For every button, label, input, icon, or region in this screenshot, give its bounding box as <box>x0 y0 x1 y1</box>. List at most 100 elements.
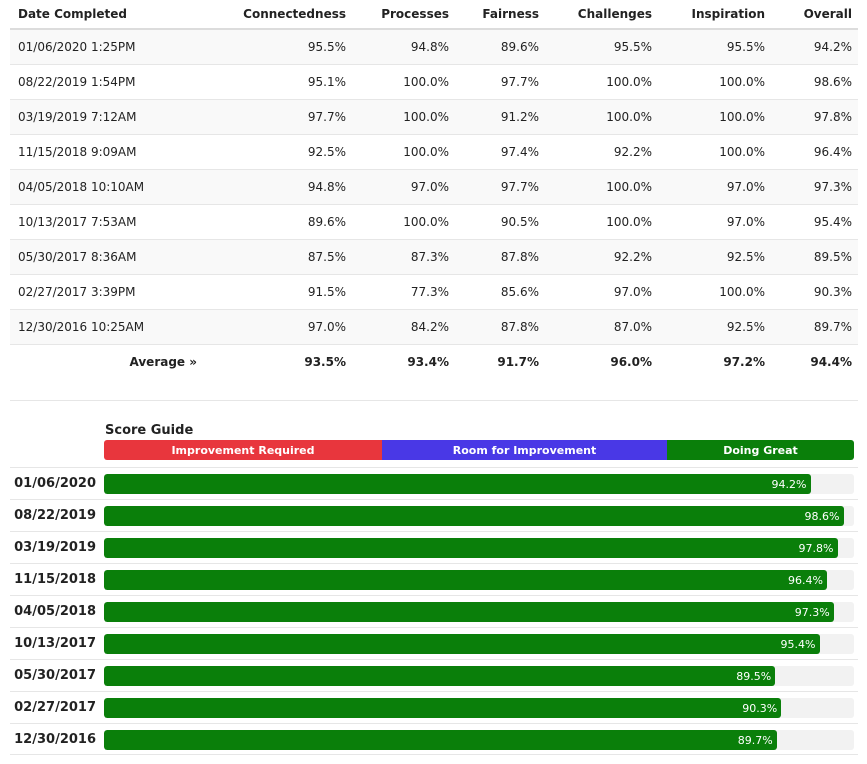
results-table-body: 01/06/2020 1:25PM 95.5% 94.8% 89.6% 95.5% 95.… <box>10 29 858 345</box>
cell-processes: 84.2% <box>352 309 455 345</box>
table-row: 12/30/2016 10:25AM 97.0% 84.2% 87.8% 87.0% 92… <box>10 309 858 345</box>
average-fairness: 91.7% <box>455 344 545 379</box>
score-bar-date: 04/05/2018 <box>14 604 96 619</box>
cell-overall: 97.3% <box>771 169 858 205</box>
results-table: Date Completed Connectedness Processes F… <box>10 0 858 379</box>
score-guide-improvement-required: Improvement Required <box>104 440 382 460</box>
table-row: 01/06/2020 1:25PM 95.5% 94.8% 89.6% 95.5% 95.… <box>10 29 858 65</box>
score-bar-track: 89.5% <box>104 666 854 686</box>
score-guide-legend: Improvement Required Room for Improvemen… <box>104 440 854 460</box>
cell-overall: 90.3% <box>771 274 858 310</box>
cell-inspiration: 100.0% <box>658 134 771 170</box>
average-challenges: 96.0% <box>545 344 658 379</box>
cell-fairness: 89.6% <box>455 29 545 65</box>
cell-fairness: 97.7% <box>455 64 545 100</box>
score-bars: 01/06/2020 94.2% 08/22/2019 98.6% 03/19/2019… <box>10 467 858 755</box>
score-bar-date: 12/30/2016 <box>14 732 96 747</box>
cell-connectedness: 89.6% <box>215 204 352 240</box>
table-row: 02/27/2017 3:39PM 91.5% 77.3% 85.6% 97.0% 100… <box>10 274 858 310</box>
score-guide-doing-great: Doing Great <box>667 440 854 460</box>
score-bar-track: 95.4% <box>104 634 854 654</box>
cell-inspiration: 95.5% <box>658 29 771 65</box>
cell-challenges: 97.0% <box>545 274 658 310</box>
score-bar-fill: 98.6% <box>104 506 844 526</box>
average-inspiration: 97.2% <box>658 344 771 379</box>
cell-processes: 94.8% <box>352 29 455 65</box>
score-bar-date: 10/13/2017 <box>14 636 96 651</box>
cell-connectedness: 92.5% <box>215 134 352 170</box>
cell-challenges: 100.0% <box>545 99 658 135</box>
column-header-date[interactable]: Date Completed <box>10 0 215 30</box>
results-table-container: Date Completed Connectedness Processes F… <box>10 0 858 379</box>
cell-connectedness: 97.7% <box>215 99 352 135</box>
cell-date: 08/22/2019 1:54PM <box>10 64 215 100</box>
score-bar-track: 97.3% <box>104 602 854 622</box>
cell-fairness: 87.8% <box>455 309 545 345</box>
cell-challenges: 100.0% <box>545 169 658 205</box>
column-header-challenges[interactable]: Challenges <box>545 0 658 30</box>
column-header-connectedness[interactable]: Connectedness <box>215 0 352 30</box>
cell-date: 12/30/2016 10:25AM <box>10 309 215 345</box>
cell-challenges: 100.0% <box>545 64 658 100</box>
score-bar-track: 96.4% <box>104 570 854 590</box>
score-bar-date: 08/22/2019 <box>14 508 96 523</box>
score-bar-fill: 94.2% <box>104 474 811 494</box>
cell-fairness: 87.8% <box>455 239 545 275</box>
score-bar-track: 94.2% <box>104 474 854 494</box>
score-guide-title: Score Guide <box>105 423 194 438</box>
cell-connectedness: 95.1% <box>215 64 352 100</box>
cell-inspiration: 100.0% <box>658 64 771 100</box>
score-bar-row: 04/05/2018 97.3% <box>10 595 858 627</box>
cell-overall: 89.7% <box>771 309 858 345</box>
table-row: 11/15/2018 9:09AM 92.5% 100.0% 97.4% 92.2% 10… <box>10 134 858 170</box>
cell-processes: 100.0% <box>352 134 455 170</box>
score-bar-date: 01/06/2020 <box>14 476 96 491</box>
cell-challenges: 95.5% <box>545 29 658 65</box>
average-row: Average » 93.5% 93.4% 91.7% 96.0% 97.2% … <box>10 344 858 379</box>
cell-inspiration: 97.0% <box>658 169 771 205</box>
score-bar-row: 12/30/2016 89.7% <box>10 723 858 755</box>
score-bar-row: 10/13/2017 95.4% <box>10 627 858 659</box>
section-divider <box>10 400 858 401</box>
cell-challenges: 87.0% <box>545 309 658 345</box>
score-bar-track: 90.3% <box>104 698 854 718</box>
score-bar-row: 01/06/2020 94.2% <box>10 467 858 499</box>
cell-date: 02/27/2017 3:39PM <box>10 274 215 310</box>
average-label: Average » <box>10 344 215 379</box>
score-bar-fill: 89.5% <box>104 666 776 686</box>
column-header-processes[interactable]: Processes <box>352 0 455 30</box>
cell-overall: 97.8% <box>771 99 858 135</box>
cell-connectedness: 94.8% <box>215 169 352 205</box>
score-bar-row: 03/19/2019 97.8% <box>10 531 858 563</box>
column-header-inspiration[interactable]: Inspiration <box>658 0 771 30</box>
results-header-row: Date Completed Connectedness Processes F… <box>10 0 858 30</box>
score-bar-track: 98.6% <box>104 506 854 526</box>
cell-connectedness: 91.5% <box>215 274 352 310</box>
cell-connectedness: 87.5% <box>215 239 352 275</box>
score-bar-date: 11/15/2018 <box>14 572 96 587</box>
table-row: 05/30/2017 8:36AM 87.5% 87.3% 87.8% 92.2% 92.… <box>10 239 858 275</box>
table-row: 04/05/2018 10:10AM 94.8% 97.0% 97.7% 100.0% 9… <box>10 169 858 205</box>
column-header-overall[interactable]: Overall <box>771 0 858 30</box>
cell-processes: 97.0% <box>352 169 455 205</box>
cell-processes: 100.0% <box>352 64 455 100</box>
cell-fairness: 97.7% <box>455 169 545 205</box>
cell-inspiration: 92.5% <box>658 239 771 275</box>
cell-date: 11/15/2018 9:09AM <box>10 134 215 170</box>
score-bar-fill: 97.8% <box>104 538 838 558</box>
cell-challenges: 92.2% <box>545 134 658 170</box>
score-bar-fill: 96.4% <box>104 570 827 590</box>
cell-inspiration: 100.0% <box>658 99 771 135</box>
cell-challenges: 100.0% <box>545 204 658 240</box>
cell-date: 04/05/2018 10:10AM <box>10 169 215 205</box>
table-row: 08/22/2019 1:54PM 95.1% 100.0% 97.7% 100.0% 1… <box>10 64 858 100</box>
cell-fairness: 91.2% <box>455 99 545 135</box>
cell-processes: 100.0% <box>352 204 455 240</box>
cell-fairness: 97.4% <box>455 134 545 170</box>
score-bar-fill: 95.4% <box>104 634 820 654</box>
average-processes: 93.4% <box>352 344 455 379</box>
column-header-fairness[interactable]: Fairness <box>455 0 545 30</box>
cell-inspiration: 100.0% <box>658 274 771 310</box>
score-guide-room-for-improvement: Room for Improvement <box>382 440 667 460</box>
